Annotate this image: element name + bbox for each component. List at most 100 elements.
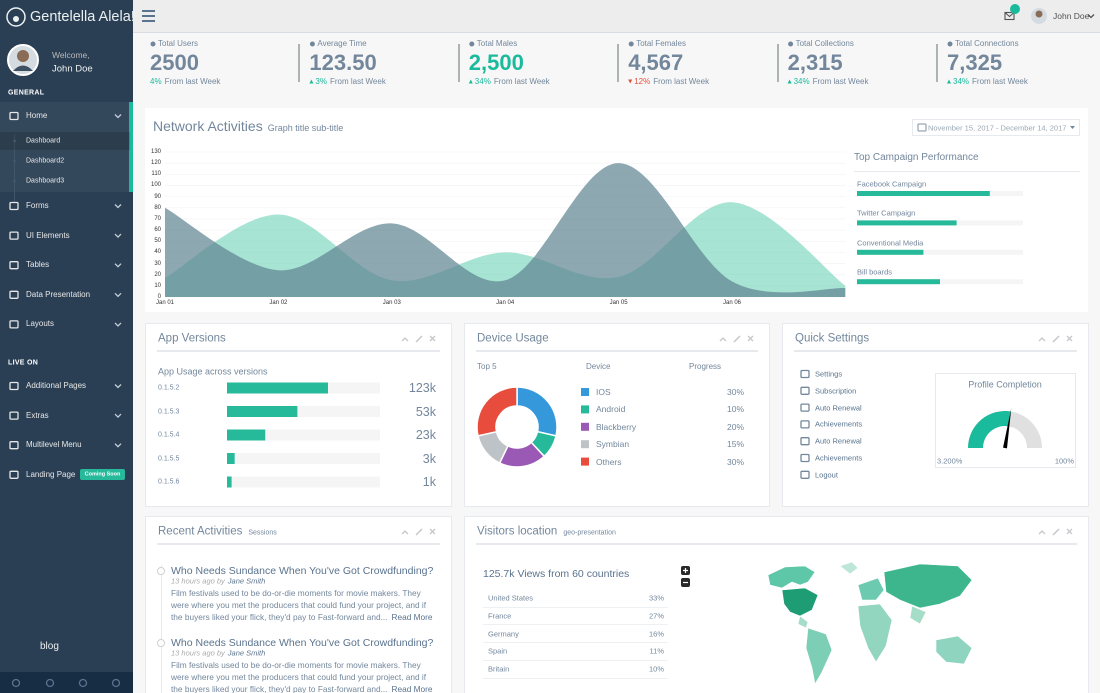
table-header: Progress xyxy=(689,362,722,371)
footer-button[interactable] xyxy=(38,673,62,692)
activity-author[interactable]: Jane Smith xyxy=(227,648,266,658)
tile-separator xyxy=(936,44,938,82)
settings-button[interactable] xyxy=(413,333,424,344)
activity-body: Film festivals used to be do-or-die mome… xyxy=(171,587,439,623)
tile-note: From last Week xyxy=(812,77,869,86)
tile-label: Average Time xyxy=(317,39,367,48)
submenu-line xyxy=(14,134,15,202)
tile-note: From last Week xyxy=(653,77,710,86)
legend-label: Android xyxy=(596,404,626,415)
tile-icon xyxy=(469,41,475,47)
badge-text: Coming Soon xyxy=(84,471,121,478)
value-label: 30% xyxy=(726,386,744,397)
country-name: Spain xyxy=(488,646,508,656)
usage-label: 1k xyxy=(422,474,436,489)
panel-divider xyxy=(476,543,1077,545)
y-tick-label: 60 xyxy=(154,227,161,234)
activity-title[interactable]: Who Needs Sundance When You've Got Crowd… xyxy=(171,636,434,649)
tile-icon xyxy=(628,41,634,47)
settings-button[interactable] xyxy=(1050,333,1061,344)
menu-label: Tables xyxy=(26,260,50,270)
menu-item[interactable] xyxy=(0,312,130,336)
country-percent: 11% xyxy=(649,646,664,656)
menu-section-title: LIVE ON xyxy=(8,359,39,367)
row-divider xyxy=(483,677,668,679)
read-more[interactable]: Read More xyxy=(391,684,433,693)
y-tick-label: 20 xyxy=(154,271,161,278)
close-button[interactable] xyxy=(427,526,438,537)
tile-change-row: 34% From last Week xyxy=(794,78,869,86)
tile-icon xyxy=(788,41,794,47)
close-button[interactable] xyxy=(427,333,438,344)
menu-toggle[interactable] xyxy=(139,6,157,26)
tile-value: 123.50 xyxy=(309,50,377,75)
footer-button[interactable] xyxy=(71,673,95,692)
x-tick-label: Jan 05 xyxy=(609,300,628,306)
y-tick-label: 50 xyxy=(154,238,161,245)
activity-text: Film festivals used to be do-or-die mome… xyxy=(171,588,427,622)
y-tick-label: 100 xyxy=(150,182,161,189)
welcome-text: Welcome, xyxy=(52,49,90,60)
network-panel xyxy=(145,108,1088,312)
user-name: John Doe xyxy=(52,63,93,75)
section-divider xyxy=(854,171,1080,172)
gauge-max-label: 100% xyxy=(1054,456,1074,466)
usage-label: 123k xyxy=(408,380,436,395)
timeline-line xyxy=(160,565,162,693)
activity-body: Film festivals used to be do-or-die mome… xyxy=(171,659,439,693)
activity-time: 13 hours ago by xyxy=(171,648,225,658)
menu-item[interactable] xyxy=(0,253,130,277)
notifications-button[interactable] xyxy=(1002,6,1020,26)
menu-item[interactable] xyxy=(0,194,130,218)
sidebar xyxy=(0,0,133,693)
collapse-button[interactable] xyxy=(400,333,411,344)
version-label: 0.1.5.2 xyxy=(158,384,180,392)
tile-change: 34% xyxy=(953,77,970,86)
menu-label: Extras xyxy=(26,410,49,420)
zoom-out[interactable] xyxy=(681,578,690,587)
panel-divider xyxy=(476,350,758,352)
settings-button[interactable] xyxy=(731,333,742,344)
country-name: Germany xyxy=(488,628,519,638)
version-label: 0.1.5.5 xyxy=(158,455,180,462)
zoom-in[interactable] xyxy=(681,566,690,575)
menu-item[interactable] xyxy=(0,104,130,128)
close-button[interactable] xyxy=(1064,526,1075,537)
x-tick-label: Jan 01 xyxy=(155,300,175,306)
collapse-button[interactable] xyxy=(1037,333,1048,344)
section-title: Top Campaign Performance xyxy=(854,152,979,163)
tile-value: 7,325 xyxy=(947,50,1003,75)
settings-button[interactable] xyxy=(1050,526,1061,537)
activity-title[interactable]: Who Needs Sundance When You've Got Crowd… xyxy=(171,564,434,577)
footer-button[interactable] xyxy=(4,673,28,692)
legend-label: Blackberry xyxy=(596,421,637,432)
top-nav xyxy=(133,0,1100,33)
tile-change: 34% xyxy=(474,77,491,86)
menu-item[interactable] xyxy=(0,404,130,428)
close-button[interactable] xyxy=(1064,333,1075,344)
y-tick-label: 0 xyxy=(157,294,161,300)
settings-button[interactable] xyxy=(413,526,424,537)
version-label: 0.1.5.4 xyxy=(158,431,180,439)
row-divider xyxy=(483,624,668,626)
close-button[interactable] xyxy=(745,333,756,344)
date-range-picker[interactable] xyxy=(912,119,1080,136)
tile-separator xyxy=(298,44,301,82)
collapse-button[interactable] xyxy=(718,333,729,344)
tile-note: From last Week xyxy=(493,77,550,86)
panel-subtitle: App Usage across versions xyxy=(158,366,268,377)
footer-button[interactable] xyxy=(104,673,128,692)
panel-title-row: Quick Settings xyxy=(795,333,869,345)
country-name: France xyxy=(488,611,512,621)
activity-author[interactable]: Jane Smith xyxy=(227,576,266,586)
version-label: 0.1.5.3 xyxy=(158,408,180,415)
panel-title: App Versions xyxy=(158,332,226,345)
panel-title: Quick Settings xyxy=(795,332,870,345)
read-more[interactable]: Read More xyxy=(391,612,433,622)
collapse-button[interactable] xyxy=(1037,526,1048,537)
tile-change-row: 34% From last Week xyxy=(953,78,1028,86)
panel-divider xyxy=(157,350,440,352)
chart-title: Network Activities xyxy=(153,118,263,134)
collapse-button[interactable] xyxy=(400,526,411,537)
